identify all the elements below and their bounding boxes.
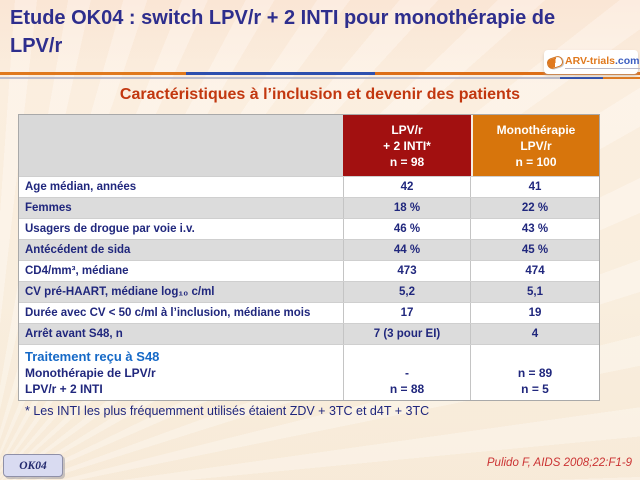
row-label: Femmes (25, 202, 72, 214)
row-value-arm1: 18 % (343, 198, 471, 218)
row-value-arm2: 19 (528, 307, 542, 319)
row-value-arm2: 41 (528, 181, 542, 193)
table-row: Arrêt avant S48, n 7 (3 pour EI) 4 (19, 323, 599, 344)
row-label: Usagers de drogue par voie i.v. (25, 223, 195, 235)
arv-trials-logo: ARV-trials.com (544, 50, 640, 74)
block-value: n = 5 (521, 381, 549, 396)
header-cell-arm2: Monothérapie LPV/r n = 100 (471, 115, 599, 176)
row-value-arm1: 7 (3 pour EI) (343, 324, 471, 344)
study-badge: OK04 (3, 454, 63, 477)
block-label-triple: LPV/r + 2 INTI (25, 381, 103, 396)
arm1-line2: + 2 INTI* (383, 138, 431, 153)
row-label: CV pré-HAART, médiane log₁₀ c/ml (25, 286, 215, 298)
row-label: Antécédent de sida (25, 244, 131, 256)
block-title: Traitement reçu à S48 (25, 348, 160, 364)
block-value: n = 88 (389, 381, 425, 396)
row-value-arm2: 22 % (521, 202, 549, 214)
block-values-arm2: n = 89 n = 5 (471, 345, 599, 400)
arm2-line2: LPV/r (520, 138, 552, 153)
block-values-arm1: - n = 88 (343, 345, 471, 400)
table-row: Femmes 18 % 22 % (19, 197, 599, 218)
logo-name: ARV-trials (565, 55, 615, 67)
row-label: Durée avec CV < 50 c/ml à l’inclusion, m… (25, 307, 311, 319)
arm1-n: n = 98 (389, 154, 425, 169)
arm1-line1: LPV/r (391, 122, 423, 137)
row-value-arm2: 45 % (521, 244, 549, 256)
divider-line-top (0, 72, 640, 75)
row-label: Arrêt avant S48, n (25, 328, 123, 340)
logo-dot: . (615, 55, 618, 67)
pill-icon (545, 54, 565, 70)
block-value: n = 89 (517, 365, 553, 380)
table-row: Antécédent de sida 44 % 45 % (19, 239, 599, 260)
divider-line-bottom (0, 77, 640, 79)
arm2-n: n = 100 (515, 154, 557, 169)
slide-subtitle: Caractéristiques à l’inclusion et deveni… (119, 86, 521, 103)
header-cell-empty (19, 115, 343, 176)
table-row: Usagers de drogue par voie i.v. 46 % 43 … (19, 218, 599, 239)
page-title: Etude OK04 : switch LPV/r + 2 INTI pour … (10, 7, 556, 57)
row-label: Age médian, années (25, 181, 137, 193)
row-value-arm1: 473 (343, 261, 471, 281)
logo-tld: com (617, 55, 640, 67)
row-value-arm1: 46 % (343, 219, 471, 239)
block-value: - (405, 365, 409, 380)
table-header-row: LPV/r + 2 INTI* n = 98 Monothérapie LPV/… (19, 115, 599, 176)
logo-text: ARV-trials.com (565, 55, 640, 69)
table-row: Age médian, années 42 41 (19, 176, 599, 197)
arm2-line1: Monothérapie (496, 122, 576, 137)
block-label-mono: Monothérapie de LPV/r (25, 365, 156, 380)
table-row: CV pré-HAART, médiane log₁₀ c/ml 5,2 5,1 (19, 281, 599, 302)
row-value-arm2: 43 % (521, 223, 549, 235)
row-value-arm1: 44 % (343, 240, 471, 260)
citation: Pulido F, AIDS 2008;22:F1-9 (486, 457, 632, 469)
header-cell-arm1: LPV/r + 2 INTI* n = 98 (343, 115, 471, 176)
patients-table: LPV/r + 2 INTI* n = 98 Monothérapie LPV/… (18, 114, 600, 401)
block-labels: Traitement reçu à S48 Monothérapie de LP… (19, 345, 343, 400)
table-row: CD4/mm³, médiane 473 474 (19, 260, 599, 281)
row-value-arm2: 5,1 (527, 286, 543, 298)
row-value-arm2: 474 (525, 265, 545, 277)
footnote: * Les INTI les plus fréquemment utilisés… (25, 404, 430, 418)
table-row: Durée avec CV < 50 c/ml à l’inclusion, m… (19, 302, 599, 323)
row-value-arm1: 17 (343, 303, 471, 323)
row-label: CD4/mm³, médiane (25, 265, 129, 277)
row-value-arm1: 42 (343, 177, 471, 197)
treatment-received-block: Traitement reçu à S48 Monothérapie de LP… (19, 344, 599, 400)
row-value-arm2: 4 (531, 328, 539, 340)
row-value-arm1: 5,2 (343, 282, 471, 302)
